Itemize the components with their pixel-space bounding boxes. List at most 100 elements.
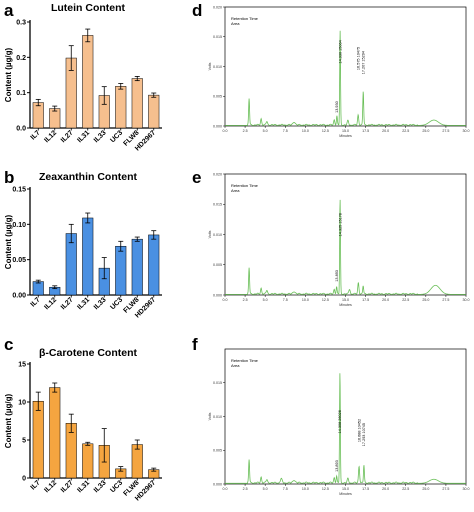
- bar-uc3: [115, 86, 127, 129]
- bar-flw8: [131, 444, 143, 479]
- x-tick-label: 17.5: [362, 129, 369, 133]
- y-tick-label: 0.015: [213, 203, 222, 207]
- x-tick-label: 25.0: [422, 298, 429, 302]
- peak-label: 16.688 10452: [357, 419, 361, 442]
- bar-il31: [82, 443, 94, 479]
- category-label: IL12: [43, 479, 58, 494]
- category-label: IL12: [43, 129, 58, 144]
- panel-letter-b: b: [4, 168, 14, 187]
- y-axis-label: Volts: [208, 230, 212, 238]
- bar-il12: [49, 108, 61, 129]
- y-axis-label: Content (µg/g): [4, 47, 13, 102]
- category-label: IL12: [43, 296, 58, 311]
- panel-letter-a: a: [4, 1, 14, 20]
- x-tick-label: 10.0: [302, 487, 309, 491]
- chromatogram-e: 0.000 0.005 0.010 0.015 0.020 0.0 2.5 5.0 7.5 10.…: [208, 172, 470, 307]
- peak-label: 17.293 10745: [362, 423, 366, 446]
- category-label: IL27: [60, 296, 75, 311]
- y-tick-label: 0.015: [213, 381, 222, 385]
- bar-il7: [32, 102, 44, 129]
- y-tick-label: 0.020: [213, 5, 222, 9]
- x-axis-label: Minutes: [339, 134, 352, 138]
- y-tick-label: 0.015: [213, 35, 222, 39]
- y-axis-label: Content (µg/g): [4, 393, 13, 448]
- category-label: IL7: [30, 296, 42, 308]
- category-label: IL33: [93, 129, 108, 144]
- plot-frame: [224, 6, 467, 127]
- y-axis-label: Volts: [208, 412, 212, 420]
- x-tick-label: 2.5: [243, 487, 248, 491]
- y-tick-label: 0.005: [213, 263, 222, 267]
- x-tick-label: 5.0: [263, 129, 268, 133]
- category-label: IL31: [76, 479, 91, 494]
- y-tick-label: 0.15: [12, 187, 26, 194]
- legend-entry: Area: [231, 188, 240, 193]
- x-tick-label: 0.0: [223, 487, 228, 491]
- chromatogram-f: 0.000 0.005 0.010 0.015 0.0 2.5 5.0 7.5 10.0 12.5…: [208, 348, 470, 496]
- y-tick-label: 0.000: [213, 293, 222, 297]
- x-tick-label: 12.5: [322, 129, 329, 133]
- peak-label: 14.308 26026: [338, 410, 342, 433]
- legend-entry: Retention Time: [231, 183, 259, 188]
- y-axis-label: Content (µg/g): [4, 214, 13, 269]
- y-tick-label: 0: [22, 476, 26, 483]
- chromatogram-trace: [225, 30, 466, 126]
- x-tick-label: 10.0: [302, 298, 309, 302]
- panel-letter-e: e: [192, 168, 201, 187]
- x-tick-label: 2.5: [243, 298, 248, 302]
- x-tick-label: 2.5: [243, 129, 248, 133]
- y-tick-label: 15: [18, 362, 26, 369]
- bar-hd2967: [148, 94, 160, 129]
- x-tick-label: 15.0: [342, 298, 349, 302]
- carotene-bar-chart: β-Carotene Content Content (µg/g) 0 5 10 15 IL…: [4, 347, 162, 503]
- panel-letter-c: c: [4, 335, 13, 354]
- y-tick-label: 0.1: [16, 90, 26, 97]
- y-tick-label: 0.005: [213, 95, 222, 99]
- y-tick-label: 0.020: [213, 172, 222, 176]
- bar-il31: [82, 217, 94, 296]
- chart-title: Lutein Content: [51, 2, 126, 14]
- bar-il31: [82, 35, 94, 129]
- y-tick-label: 0.000: [213, 124, 222, 128]
- panel-letter-d: d: [192, 1, 202, 20]
- chart-title: β-Carotene Content: [39, 347, 137, 359]
- x-tick-label: 27.5: [442, 487, 449, 491]
- legend-entry: Area: [231, 21, 240, 26]
- bar-flw8: [131, 78, 143, 129]
- x-tick-label: 30.0: [463, 298, 470, 302]
- x-axis-label: Minutes: [339, 492, 352, 496]
- x-tick-label: 10.0: [302, 129, 309, 133]
- y-tick-label: 0.05: [12, 257, 26, 264]
- category-label: IL27: [60, 479, 75, 494]
- legend-entry: Retention Time: [231, 16, 259, 21]
- x-tick-label: 5.0: [263, 298, 268, 302]
- legend-entry: Retention Time: [231, 358, 259, 363]
- lutein-bar-chart: Lutein Content Content (µg/g) 0.0 0.1 0.2 0.3…: [4, 2, 162, 153]
- x-tick-label: 20.0: [382, 129, 389, 133]
- x-tick-label: 17.5: [362, 487, 369, 491]
- legend-entry: Area: [231, 363, 240, 368]
- zeaxanthin-bar-chart: Zeaxanthin Content Content (µg/g) 0.00 0.05…: [4, 171, 162, 320]
- y-tick-label: 10: [18, 400, 26, 407]
- x-tick-label: 12.5: [322, 487, 329, 491]
- y-tick-label: 0.005: [213, 449, 222, 453]
- x-tick-label: 27.5: [442, 298, 449, 302]
- x-tick-label: 12.5: [322, 298, 329, 302]
- x-tick-label: 15.0: [342, 487, 349, 491]
- bar-il7: [32, 400, 44, 479]
- category-label: IL31: [76, 296, 91, 311]
- peak-label: 14.330 15064: [338, 40, 342, 63]
- y-tick-label: 0.00: [12, 293, 26, 300]
- y-tick-label: 0.010: [213, 65, 222, 69]
- x-tick-label: 0.0: [223, 298, 228, 302]
- peak-label: 16.575 10475: [356, 47, 360, 70]
- peak-label: 17.207 15294: [362, 51, 366, 74]
- category-label: IL33: [93, 296, 108, 311]
- y-tick-label: 0.3: [16, 20, 26, 27]
- y-tick-label: 0.2: [16, 55, 26, 62]
- x-tick-label: 5.0: [263, 487, 268, 491]
- x-tick-label: 20.0: [382, 298, 389, 302]
- panel-letter-f: f: [192, 335, 198, 354]
- bar-uc3: [115, 245, 127, 296]
